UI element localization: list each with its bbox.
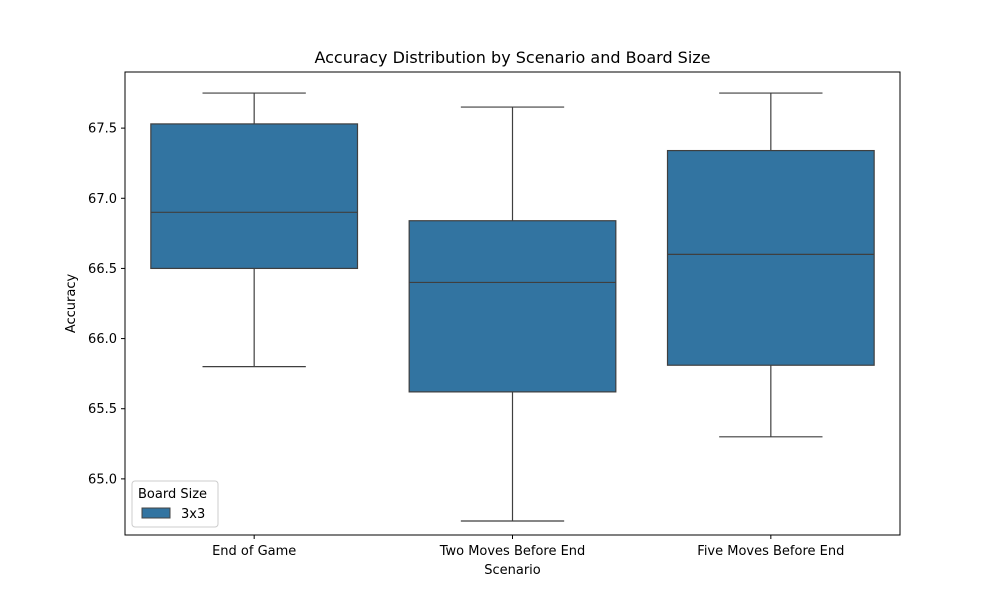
box-group-end-of-game (150, 92, 359, 368)
chart-title: Accuracy Distribution by Scenario and Bo… (314, 48, 710, 67)
box-end-of-game (150, 123, 359, 270)
x-tick-label: Five Moves Before End (697, 544, 844, 559)
y-tick-label: 67.0 (88, 192, 117, 207)
y-axis-label: Accuracy (64, 274, 79, 334)
y-tick-label: 66.0 (88, 332, 117, 347)
y-tick-label: 67.5 (88, 122, 117, 137)
x-axis-label: Scenario (484, 563, 541, 578)
legend-swatch-3x3 (141, 507, 171, 519)
y-tick-label: 66.5 (88, 262, 117, 277)
legend-entry-3x3: 3x3 (181, 507, 205, 522)
box-group-five-moves-before-end (666, 92, 875, 438)
x-tick-label: Two Moves Before End (439, 544, 586, 559)
legend: Board Size 3x3 (131, 480, 219, 528)
box-five-moves-before-end (666, 149, 875, 366)
y-tick-label: 65.5 (88, 402, 117, 417)
legend-title: Board Size (138, 487, 207, 502)
x-tick-label: End of Game (212, 544, 296, 559)
y-tick-label: 65.0 (88, 472, 117, 487)
box-group-two-moves-before-end (408, 106, 617, 522)
plot-area (150, 92, 875, 522)
box-two-moves-before-end (408, 220, 617, 393)
